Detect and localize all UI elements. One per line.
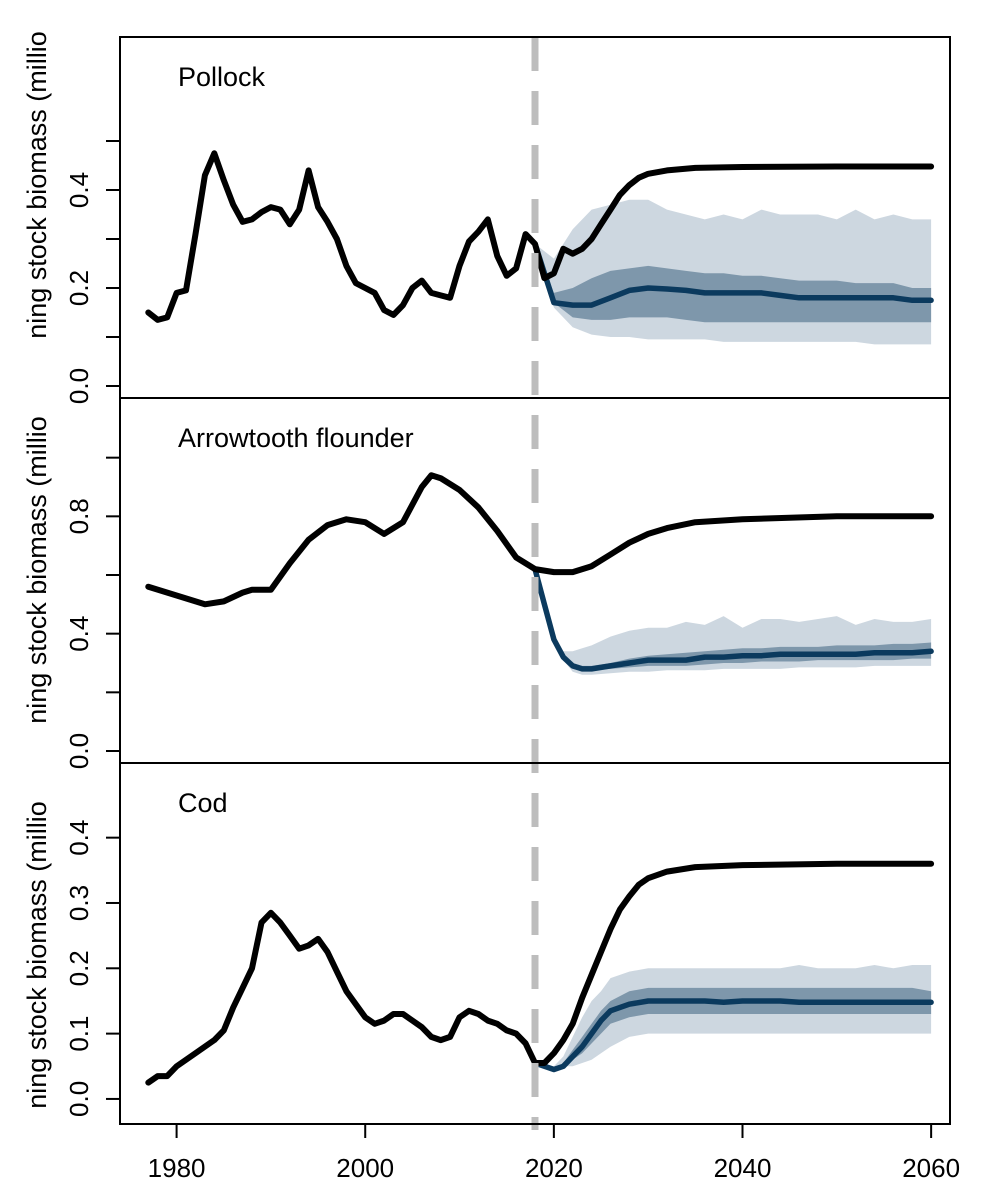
cod-ytick-label: 0.4 (64, 820, 94, 856)
pollock-ytick-label: 0.0 (64, 368, 94, 404)
cod-ytick-label: 0.1 (64, 1016, 94, 1052)
series-lines-layer (145, 150, 935, 1086)
uncertainty-bands-layer (535, 199, 932, 1070)
xtick-label: 1980 (148, 1153, 206, 1183)
cod-outer-band (535, 965, 932, 1070)
cod-inner-band (535, 987, 932, 1070)
axes-layer (106, 140, 933, 1138)
cod-panel-frame (119, 762, 951, 1125)
arrowtooth-flounder-historical-line (145, 472, 935, 608)
xtick-label: 2040 (714, 1153, 772, 1183)
arrowtooth-flounder-ytick-label: 0.0 (64, 733, 94, 769)
labels-layer: 0.0 0.2 0.4 Pollock 0.0 0.4 0.8 Arrowtooth flou… (22, 31, 960, 1183)
cod-ytick-label: 0.2 (64, 950, 94, 986)
cod-panel-title: Cod (178, 788, 228, 818)
arrowtooth-flounder-median-line (532, 566, 934, 672)
pollock-inner-band (535, 243, 932, 323)
arrowtooth-flounder-inner-band (535, 569, 932, 671)
cod-ytick-label: 0.3 (64, 885, 94, 921)
y-axis-label: ning stock biomass (millio (22, 801, 52, 1109)
pollock-ytick-label: 0.2 (64, 270, 94, 306)
pollock-historical-line (145, 150, 935, 323)
cod-median-line (532, 998, 934, 1073)
pollock-outer-band (535, 199, 932, 345)
pollock-median-line (532, 241, 934, 308)
arrowtooth-flounder-ytick-label: 0.8 (64, 498, 94, 534)
y-axis-label: ning stock biomass (millio (22, 416, 52, 724)
arrowtooth-flounder-panel-title: Arrowtooth flounder (178, 423, 414, 453)
xtick-label: 2020 (525, 1153, 583, 1183)
xtick-label: 2060 (902, 1153, 960, 1183)
arrowtooth-flounder-ytick-label: 0.4 (64, 616, 94, 652)
xtick-label: 2000 (336, 1153, 394, 1183)
pollock-panel-title: Pollock (178, 62, 266, 92)
cod-historical-line (145, 860, 935, 1086)
cod-ytick-label: 0.0 (64, 1081, 94, 1117)
panel-frames-layer (119, 36, 951, 1125)
pollock-ytick-label: 0.4 (64, 172, 94, 208)
y-axis-label: ning stock biomass (millio (22, 31, 52, 339)
